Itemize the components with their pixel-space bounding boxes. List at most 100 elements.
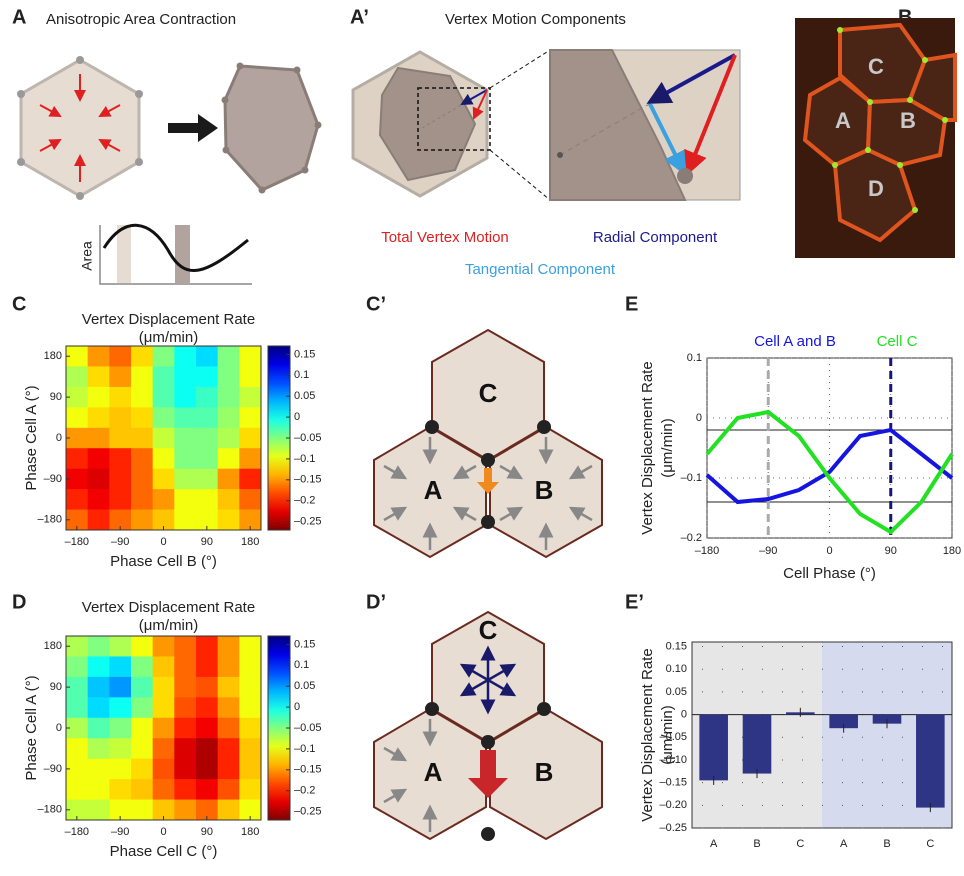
hexagon-diagram	[17, 56, 322, 284]
colorbar-tick-label: –0.1	[294, 743, 315, 755]
x-axis-label: Phase Cell B (°)	[110, 553, 217, 570]
legend-text: Tangential Component	[465, 261, 616, 278]
heatmap-cell	[66, 489, 88, 510]
y-tick-label: 0.10	[666, 663, 687, 675]
heatmap-cell	[174, 779, 196, 800]
heatmap-cell	[174, 800, 196, 821]
heatmap-cell	[131, 489, 153, 510]
heatmap-cell	[196, 448, 218, 469]
x-tick-label: 90	[201, 536, 213, 548]
panel-label: C’	[366, 293, 386, 315]
heatmap-cell	[88, 346, 110, 367]
panel-label: D’	[366, 591, 386, 613]
heatmap-cell	[196, 407, 218, 428]
heatmap-cell	[153, 366, 175, 387]
heatmap-cell	[88, 718, 110, 739]
panel-label: E	[625, 293, 638, 315]
heatmap-cell	[153, 677, 175, 698]
x-tick-label: –180	[695, 545, 719, 557]
vertex-diagram	[353, 50, 740, 200]
colorbar-tick-label: 0.15	[294, 348, 315, 360]
legend-text: Total Vertex Motion	[381, 229, 509, 246]
heatmap-cell	[66, 366, 88, 387]
legend-label: Cell A and B	[754, 333, 836, 350]
cell-label: A	[424, 475, 443, 505]
colorbar-tick-label: –0.1	[294, 453, 315, 465]
heatmap-cell	[196, 428, 218, 449]
heatmap-cell	[239, 677, 261, 698]
heatmap-cell	[109, 366, 131, 387]
chart-title: Vertex Displacement Rate	[82, 311, 255, 328]
heatmap-cell	[131, 759, 153, 780]
heatmap-cell	[174, 697, 196, 718]
heatmap-cell	[153, 759, 175, 780]
cell-label: C	[479, 378, 498, 408]
bar	[916, 715, 945, 808]
heatmap-cell	[131, 428, 153, 449]
x-axis-label: Phase Cell C (°)	[110, 843, 218, 860]
heatmap-cell	[153, 738, 175, 759]
heatmap-cell	[218, 800, 240, 821]
heatmap-cell	[239, 759, 261, 780]
heatmap-cell	[153, 718, 175, 739]
heatmap-cell	[218, 346, 240, 367]
panel-label: D	[12, 591, 26, 613]
heatmap-cell	[174, 428, 196, 449]
heatmap-cell	[88, 489, 110, 510]
heatmap-cell	[88, 366, 110, 387]
heatmap-cell	[239, 738, 261, 759]
heatmap-cell	[153, 656, 175, 677]
cell-label: C	[868, 54, 884, 79]
heatmap-cell	[239, 718, 261, 739]
y-tick-label: 0.1	[687, 352, 702, 364]
heatmap-cell	[218, 469, 240, 490]
bar	[743, 715, 772, 774]
heatmap-cell	[218, 387, 240, 408]
heatmap-cell	[218, 718, 240, 739]
colorbar-tick-label: –0.15	[294, 764, 322, 776]
heatmap-cell	[109, 738, 131, 759]
y-axis-label: Phase Cell A (°)	[23, 385, 40, 490]
heatmap-cell	[239, 469, 261, 490]
heatmap-cell	[109, 387, 131, 408]
axis-label: Area	[79, 241, 95, 271]
heatmap-cell	[153, 387, 175, 408]
heatmap-cell	[131, 677, 153, 698]
y-tick-label: –90	[44, 473, 62, 485]
heatmap-cell	[131, 366, 153, 387]
x-tick-label: A	[840, 838, 848, 850]
heatmap-cell	[109, 677, 131, 698]
heatmap-cell	[153, 346, 175, 367]
colorbar-tick-label: –0.25	[294, 806, 322, 818]
heatmap-cell	[196, 346, 218, 367]
heatmap-cell	[131, 718, 153, 739]
cell-label: D	[868, 176, 884, 201]
heatmap-cell	[131, 407, 153, 428]
heatmap-cell	[196, 656, 218, 677]
heatmap-cell	[174, 489, 196, 510]
heatmap-cell	[196, 387, 218, 408]
heatmap-cell	[109, 428, 131, 449]
heatmap-cell	[218, 636, 240, 657]
heatmap-cell	[174, 656, 196, 677]
heatmap-cell	[174, 366, 196, 387]
x-tick-label: –90	[111, 536, 129, 548]
cell-diagram	[374, 612, 602, 841]
heatmap-cell	[174, 759, 196, 780]
heatmap-cell	[88, 697, 110, 718]
y-tick-label: 0	[681, 708, 687, 720]
y-tick-label: 180	[44, 350, 62, 362]
heatmap-cell	[196, 697, 218, 718]
heatmap-cell	[174, 718, 196, 739]
x-tick-label: A	[710, 838, 718, 850]
heatmap-cell	[239, 779, 261, 800]
x-tick-label: B	[753, 838, 760, 850]
heatmap-cell	[109, 656, 131, 677]
colorbar-tick-label: –0.25	[294, 516, 322, 528]
legend-text: Radial Component	[593, 229, 718, 246]
panel-label: E’	[625, 591, 644, 613]
heatmap-cell	[218, 448, 240, 469]
x-axis-label: Cell Phase (°)	[783, 565, 876, 582]
cell-label: A	[424, 757, 443, 787]
colorbar-tick-label: 0.1	[294, 369, 309, 381]
